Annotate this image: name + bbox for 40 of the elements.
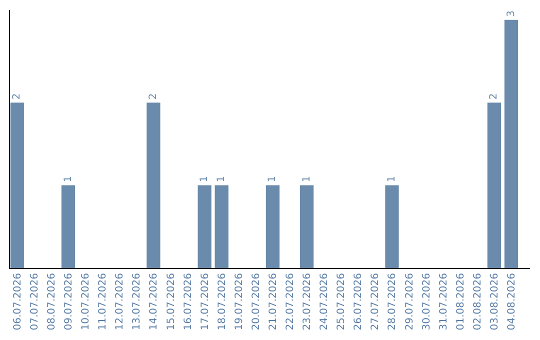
x-tick-label: 18.07.2026 [216, 273, 228, 330]
data-label: 1 [301, 176, 312, 182]
x-tick-label: 09.07.2026 [64, 273, 75, 330]
x-tick-label: 28.07.2026 [387, 273, 398, 330]
x-tick-label: 01.08.2026 [455, 273, 466, 330]
x-tick-label: 07.07.2026 [29, 273, 40, 330]
x-tick-label: 11.07.2026 [98, 273, 109, 330]
x-tick-label: 06.07.2026 [12, 273, 24, 330]
x-tick-label: 31.07.2026 [438, 273, 450, 330]
x-tick-label: 23.07.2026 [302, 273, 314, 330]
x-tick-label: 25.07.2026 [336, 273, 348, 330]
x-tick-label: 10.07.2026 [80, 273, 92, 330]
x-tick-label: 27.07.2026 [370, 273, 382, 330]
data-label: 3 [506, 10, 517, 17]
data-label: 2 [148, 93, 159, 100]
x-tick-label: 26.07.2026 [353, 273, 364, 330]
x-tick-label: 04.08.2026 [506, 273, 518, 330]
x-tick-label: 15.07.2026 [166, 273, 177, 330]
x-tick-label: 24.07.2026 [319, 273, 330, 330]
x-tick-label: 12.07.2026 [114, 273, 126, 330]
data-label: 2 [12, 93, 23, 100]
data-label: 1 [199, 176, 210, 182]
data-label: 2 [488, 93, 500, 100]
x-tick-label: 21.07.2026 [268, 273, 279, 330]
x-tick-label: 02.08.2026 [472, 273, 484, 330]
x-tick-label: 30.07.2026 [421, 273, 432, 330]
x-tick-label: 29.07.2026 [404, 273, 416, 330]
x-tick-label: 03.08.2026 [489, 273, 500, 330]
x-tick-label: 22.07.2026 [285, 273, 296, 330]
data-label: 1 [267, 176, 278, 182]
data-label: 1 [216, 176, 228, 182]
x-tick-label: 17.07.2026 [200, 273, 211, 330]
x-tick-label: 20.07.2026 [250, 273, 262, 330]
x-tick-label: 08.07.2026 [46, 273, 58, 330]
x-tick-label: 16.07.2026 [182, 273, 194, 330]
x-tick-label: 19.07.2026 [234, 273, 245, 330]
data-label: 1 [62, 176, 74, 182]
data-label: 1 [386, 176, 398, 182]
x-tick-label: 13.07.2026 [132, 273, 143, 330]
x-tick-label: 14.07.2026 [148, 273, 160, 330]
